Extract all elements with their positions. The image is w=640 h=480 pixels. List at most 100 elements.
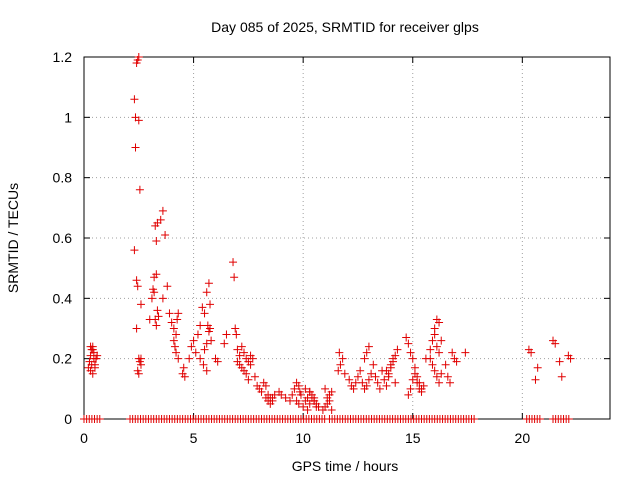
data-point	[130, 246, 139, 255]
data-point	[93, 351, 102, 360]
data-point	[268, 393, 277, 402]
x-tick-label: 20	[515, 430, 531, 446]
data-point	[213, 357, 222, 366]
y-tick-label: 0.8	[53, 170, 73, 186]
data-point	[134, 116, 143, 125]
data-point	[566, 354, 575, 363]
data-point	[533, 363, 542, 372]
data-point	[430, 324, 439, 333]
data-point	[179, 363, 188, 372]
data-point	[207, 336, 216, 345]
data-point	[257, 387, 266, 396]
chart-title: Day 085 of 2025, SRMTID for receiver glp…	[211, 19, 479, 35]
data-point	[430, 366, 439, 375]
data-point	[136, 300, 145, 309]
data-point	[196, 321, 205, 330]
data-point	[180, 372, 189, 381]
data-point	[132, 276, 141, 285]
data-point	[277, 390, 286, 399]
data-point	[393, 345, 402, 354]
data-point	[441, 360, 450, 369]
data-point	[349, 384, 358, 393]
data-point	[152, 237, 161, 246]
data-point	[321, 384, 330, 393]
y-tick-label: 0.2	[53, 351, 73, 367]
y-tick-label: 1	[64, 109, 72, 125]
data-point	[305, 387, 314, 396]
data-point	[299, 402, 308, 411]
data-point	[404, 390, 413, 399]
y-tick-label: 0.6	[53, 230, 73, 246]
data-point	[95, 415, 104, 423]
data-point	[220, 339, 229, 348]
data-point	[406, 348, 415, 357]
data-point	[382, 366, 391, 375]
data-point	[303, 405, 312, 414]
data-point	[334, 366, 343, 375]
data-point	[435, 378, 444, 387]
data-point	[131, 143, 140, 152]
data-point	[364, 375, 373, 384]
data-point	[419, 381, 428, 390]
data-point	[134, 369, 143, 378]
data-point	[156, 215, 165, 224]
data-point	[535, 415, 544, 423]
data-point	[360, 354, 369, 363]
plot-frame	[83, 56, 611, 420]
x-tick-label: 10	[295, 430, 311, 446]
data-point	[149, 285, 158, 294]
data-point	[406, 384, 415, 393]
data-point	[461, 348, 470, 357]
data-point	[364, 342, 373, 351]
data-point	[435, 348, 444, 357]
data-point	[246, 360, 255, 369]
data-point	[172, 330, 181, 339]
data-point	[312, 402, 321, 411]
data-point	[470, 415, 479, 423]
data-point	[336, 360, 345, 369]
data-point	[235, 351, 244, 360]
data-point	[204, 279, 213, 288]
data-point	[202, 366, 211, 375]
data-point	[296, 390, 305, 399]
data-point	[158, 294, 167, 303]
data-point	[531, 375, 540, 384]
data-point	[555, 357, 564, 366]
data-point	[373, 378, 382, 387]
data-point	[428, 360, 437, 369]
data-point	[187, 342, 196, 351]
data-point	[174, 309, 183, 318]
data-point	[185, 354, 194, 363]
data-point	[163, 282, 172, 291]
x-axis-label: GPS time / hours	[292, 458, 399, 474]
data-point	[290, 384, 299, 393]
data-point	[410, 369, 419, 378]
data-point	[230, 273, 239, 282]
data-point	[301, 384, 310, 393]
x-axis: 0 5 10 15 20	[80, 57, 530, 446]
data-point	[161, 230, 170, 239]
data-point	[426, 354, 435, 363]
data-point	[231, 324, 240, 333]
data-point	[170, 342, 179, 351]
data-point	[189, 336, 198, 345]
data-point	[250, 372, 259, 381]
data-point	[239, 348, 248, 357]
data-point	[281, 393, 290, 402]
data-point	[327, 387, 336, 396]
y-axis-label: SRMTID / TECUs	[5, 183, 21, 293]
data-point	[437, 336, 446, 345]
data-point	[237, 342, 246, 351]
data-point	[443, 372, 452, 381]
data-point	[402, 333, 411, 342]
data-point	[305, 399, 314, 408]
grid-lines	[84, 57, 610, 419]
data-point	[356, 366, 365, 375]
data-point	[233, 345, 242, 354]
data-point	[88, 369, 97, 378]
data-point	[158, 206, 167, 215]
data-point	[362, 381, 371, 390]
y-tick-label: 0	[64, 411, 72, 427]
data-point	[345, 375, 354, 384]
